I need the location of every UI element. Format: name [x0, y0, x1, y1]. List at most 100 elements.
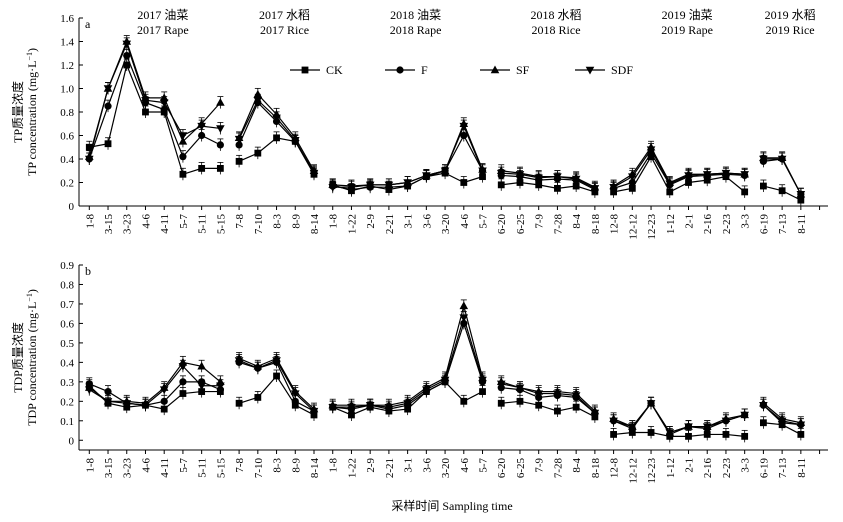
y-axis-label: TP质量浓度TP concentration (mg·L−1) — [10, 48, 39, 176]
y-tick-label: 0.7 — [60, 299, 74, 311]
y-axis-label: TDP质量浓度TDP concentration (mg·L−1) — [10, 289, 39, 426]
marker-sdf — [272, 114, 281, 123]
marker-sdf — [796, 191, 806, 199]
marker-sdf — [178, 363, 188, 371]
x-tick-label: 6-25 — [515, 214, 527, 235]
series-line — [501, 383, 596, 414]
marker-f — [104, 102, 112, 110]
y-tick-label: 0 — [69, 201, 75, 213]
marker-ck — [666, 188, 674, 196]
y-tick-label: 0.8 — [60, 279, 74, 291]
x-tick-label: 2-21 — [384, 214, 396, 234]
marker-sdf — [721, 169, 731, 178]
series-ck — [85, 58, 805, 207]
x-tick-label: 4-6 — [459, 458, 471, 473]
marker-ck — [254, 394, 262, 401]
x-tick-label: 5-15 — [215, 214, 227, 235]
marker-sdf — [234, 357, 244, 365]
marker-f — [160, 106, 168, 114]
marker-ck — [179, 170, 187, 178]
marker-sdf — [440, 167, 450, 176]
x-tick-label: 4-11 — [159, 458, 171, 478]
marker-sdf — [422, 386, 431, 395]
marker-ck — [759, 182, 767, 190]
marker-sdf — [534, 390, 543, 399]
marker-sdf — [328, 403, 338, 412]
y-tick-label: 0.4 — [60, 154, 74, 166]
marker-sdf — [122, 40, 132, 49]
x-tick-label: 12-12 — [627, 458, 639, 484]
marker-f — [160, 397, 168, 405]
marker-ck — [104, 140, 112, 148]
x-tick-label: 3-6 — [421, 214, 433, 229]
x-tick-label: 8-3 — [272, 214, 284, 229]
marker-sdf — [478, 167, 487, 176]
marker-ck — [741, 432, 749, 440]
marker-sdf — [684, 423, 693, 432]
x-tick-label: 8-4 — [571, 458, 583, 473]
y-tick-label: 0.5 — [60, 338, 74, 350]
y-tick-label: 0.3 — [60, 377, 74, 389]
y-axis-label-cn: TDP质量浓度 — [10, 322, 25, 393]
x-tick-label: 2-16 — [702, 214, 714, 235]
marker-sdf — [585, 66, 595, 75]
x-tick-label: 7-8 — [234, 214, 246, 229]
marker-sdf — [740, 171, 749, 179]
y-axis-label-close: ) — [25, 48, 39, 52]
marker-ck — [235, 157, 243, 165]
x-tick-label: 5-7 — [478, 214, 490, 229]
x-tick-label: 3-20 — [440, 214, 452, 235]
marker-f — [179, 153, 187, 161]
marker-ck — [647, 429, 655, 436]
x-tick-label: 5-7 — [178, 458, 190, 473]
y-axis-label-close: ) — [25, 289, 39, 293]
series-line — [501, 400, 596, 418]
marker-ck — [497, 181, 505, 189]
x-tick-label: 8-11 — [796, 458, 808, 478]
marker-sdf — [553, 173, 562, 182]
x-tick-label: 6-19 — [758, 458, 770, 479]
marker-ck — [778, 187, 786, 195]
legend-label: SF — [516, 63, 530, 77]
marker-sdf — [665, 180, 675, 189]
x-tick-label: 3-1 — [403, 214, 415, 229]
series-sdf — [84, 37, 806, 201]
x-tick-label: 1-8 — [84, 214, 96, 229]
x-tick-label: 12-12 — [627, 214, 639, 240]
y-tick-label: 0.1 — [60, 416, 74, 428]
x-tick-label: 12-8 — [609, 214, 621, 235]
x-tick-label: 8-14 — [309, 458, 321, 479]
y-axis-label-en: TDP concentration (mg·L — [25, 302, 39, 426]
group-label-cn: 2019 油菜 — [662, 8, 713, 22]
marker-sdf — [365, 402, 375, 410]
marker-sdf — [178, 132, 188, 140]
x-tick-label: 6-20 — [496, 214, 508, 235]
marker-sf — [459, 301, 469, 310]
marker-ck — [160, 405, 168, 413]
marker-sdf — [740, 411, 749, 420]
x-tick-label: 5-11 — [197, 214, 209, 234]
marker-ck — [610, 431, 617, 438]
x-tick-label: 6-25 — [515, 458, 527, 479]
x-tick-label: 7-9 — [534, 214, 546, 229]
y-tick-label: 1.0 — [60, 84, 74, 96]
x-tick-label: 7-8 — [234, 458, 246, 473]
y-tick-label: 0.4 — [60, 357, 74, 369]
marker-ck — [85, 143, 93, 151]
marker-sdf — [309, 169, 319, 178]
marker-sdf — [796, 421, 806, 430]
marker-sdf — [159, 386, 169, 395]
marker-sdf — [496, 169, 506, 178]
marker-sdf — [534, 174, 543, 183]
x-tick-label: 5-15 — [215, 458, 227, 479]
group-label-cn: 2018 水稻 — [531, 8, 582, 22]
x-tick-label: 2-23 — [721, 214, 733, 235]
marker-ck — [273, 134, 280, 142]
marker-sdf — [141, 97, 150, 105]
x-tick-label: 12-23 — [646, 458, 658, 484]
y-tick-label: 0 — [69, 435, 75, 447]
x-tick-label: 6-19 — [758, 214, 770, 235]
marker-ck — [254, 149, 262, 157]
marker-sdf — [702, 171, 712, 179]
